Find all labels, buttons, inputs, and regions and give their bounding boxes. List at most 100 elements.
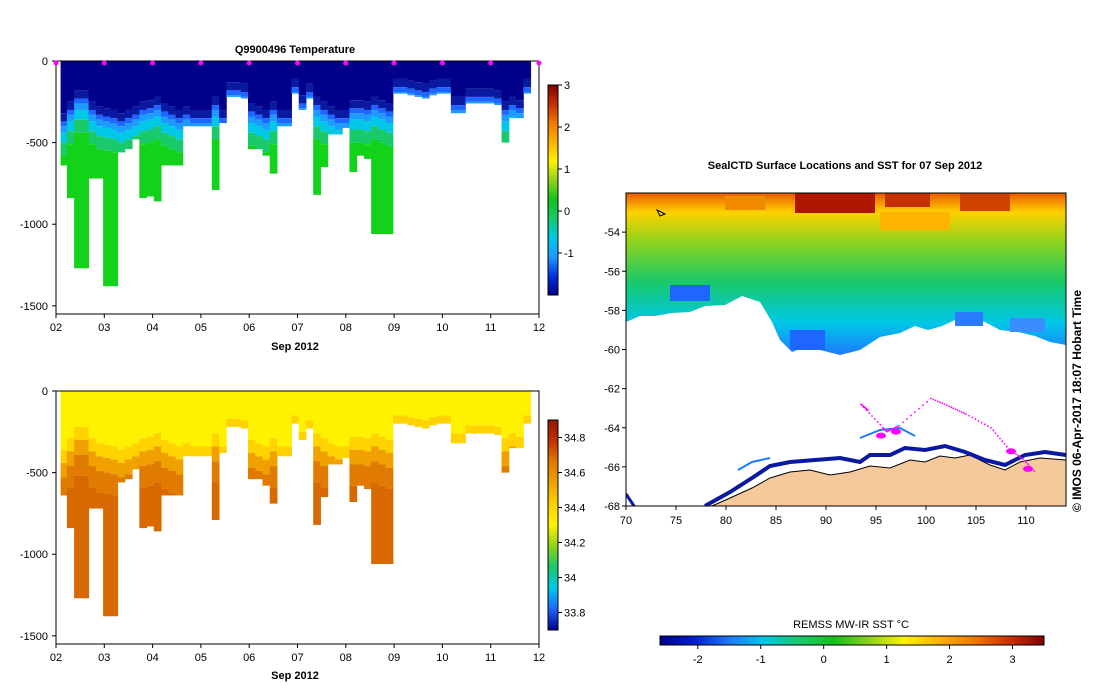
- temperature-profile-cell: [313, 139, 321, 195]
- map-lat-tick-label: -64: [604, 423, 620, 435]
- salinity-profile-cell: [81, 391, 90, 427]
- temperature-profile-cell: [407, 61, 416, 81]
- salinity-profile-cell: [211, 391, 220, 434]
- salinity-profile-cell: [139, 438, 148, 452]
- temperature-profile-cell: [240, 83, 249, 93]
- salinity-profile-cell: [313, 446, 321, 462]
- temperature-profile-cell: [313, 96, 321, 106]
- salinity-profile-cell: [211, 461, 220, 483]
- salinity-profile-cell: [436, 415, 445, 424]
- salinity-profile-cell: [146, 391, 155, 437]
- salinity-profile-cell: [103, 391, 111, 445]
- salinity-profile-cell: [103, 472, 111, 494]
- temperature-profile-cell: [313, 116, 321, 127]
- seal-track-point: [1005, 445, 1008, 448]
- profile-day-marker: [101, 60, 107, 66]
- temperature-profile-cell: [88, 144, 97, 179]
- salinity-profile-cell: [320, 438, 329, 452]
- temperature-profile-cell: [139, 144, 148, 199]
- colorbar-tick-label: 3: [564, 80, 570, 92]
- salinity-profile-cell: [501, 391, 510, 439]
- temperature-profile-cell: [182, 61, 191, 107]
- temperature-profile-cell: [88, 131, 97, 145]
- temperature-profile-cell: [392, 92, 401, 94]
- temperature-profile-cell: [305, 61, 314, 84]
- temperature-profile-cell: [117, 113, 126, 122]
- seal-track-point: [994, 432, 997, 435]
- colorbar-tick-label: 34.2: [564, 538, 585, 550]
- temperature-profile-cell: [139, 109, 148, 115]
- salinity-profile-cell: [421, 391, 430, 421]
- temperature-colorbar: 3 2 1 0 -1: [547, 80, 574, 296]
- temperature-profile-cell: [153, 139, 162, 202]
- seal-track-point: [950, 406, 953, 409]
- temperature-profile-cell: [240, 96, 249, 99]
- temperature-profile-cell: [429, 61, 437, 81]
- salinity-profile-cell: [132, 443, 140, 457]
- salinity-colorbar-bar: [547, 419, 559, 631]
- seal-track-point: [895, 426, 897, 429]
- temperature-profile-cell: [269, 114, 278, 122]
- temperature-profile-cell: [88, 109, 97, 115]
- temperature-profile-cell: [161, 61, 169, 104]
- salinity-colorbar-ticks: 34.8 34.6 34.4 34.2 34 33.8: [558, 433, 585, 620]
- salinity-x-tick-label: 02: [50, 652, 62, 664]
- temperature-profile-cell: [153, 126, 162, 140]
- salinity-profile-cell: [60, 462, 69, 478]
- temperature-profile-cell: [378, 142, 387, 235]
- salinity-profile-cell: [190, 446, 198, 457]
- temperature-profile-cell: [74, 109, 82, 120]
- temperature-profile-cell: [168, 106, 177, 115]
- salinity-profile-cell: [95, 456, 104, 471]
- temperature-profile-cell: [204, 118, 213, 124]
- temperature-profile-cell: [516, 108, 524, 114]
- salinity-profile-cell: [219, 391, 227, 447]
- temperature-profile-cell: [240, 92, 249, 97]
- temperature-profile-cell: [334, 118, 343, 124]
- temperature-profile-cell: [501, 101, 510, 110]
- temperature-profile-cell: [458, 61, 466, 97]
- temperature-profile-cell: [356, 119, 365, 130]
- salinity-profile-cell: [378, 391, 387, 437]
- salinity-profile-cell: [327, 391, 336, 444]
- temperature-profile-cell: [276, 123, 285, 127]
- salinity-profile-cell: [487, 425, 495, 434]
- temperature-profile-cell: [146, 108, 155, 114]
- salinity-profile-cell: [168, 470, 177, 493]
- salinity-x-axis-label: Sep 2012: [271, 670, 319, 682]
- salinity-profile-cell: [465, 391, 474, 426]
- salinity-profile-cell: [240, 391, 249, 421]
- salinity-profile-cell: [211, 482, 220, 520]
- temperature-profile-cell: [378, 119, 387, 130]
- seal-track-point: [914, 411, 916, 413]
- temperature-profile-cell: [487, 96, 495, 102]
- temperature-profile-cell: [269, 109, 278, 115]
- temperature-profile-cell: [378, 100, 387, 109]
- salinity-x-tick-label: 09: [388, 652, 400, 664]
- salinity-profile-cell: [284, 446, 292, 457]
- temperature-profile-cell: [95, 61, 104, 107]
- seal-track-point: [945, 404, 948, 407]
- temperature-profile-cell: [494, 61, 503, 91]
- temperature-profile-cell: [262, 61, 271, 110]
- salinity-x-tick-label: 06: [243, 652, 255, 664]
- temperature-profile-cell: [95, 119, 104, 127]
- map-lon-tick-label: 100: [917, 515, 935, 527]
- temperature-profile-cell: [342, 109, 350, 119]
- temperature-profile-cell: [247, 132, 256, 146]
- map-arrow-icon: [655, 208, 667, 217]
- temperature-profile-cell: [124, 123, 133, 130]
- salinity-profile-cell: [334, 391, 343, 447]
- temperature-profile-cell: [421, 96, 430, 99]
- temperature-profile-cell: [516, 61, 524, 101]
- seal-track-point: [986, 425, 989, 427]
- temperature-profile-cell: [124, 118, 133, 124]
- salinity-profile-cell: [407, 417, 416, 426]
- seal-track-point: [956, 409, 959, 412]
- seal-track-point: [1023, 459, 1026, 462]
- temperature-profile-cell: [378, 113, 387, 120]
- salinity-profile-cell: [168, 492, 177, 496]
- salinity-profile-cell: [313, 461, 321, 483]
- sst-colorbar-label: REMSS MW-IR SST °C: [793, 619, 909, 631]
- temperature-profile-cell: [327, 119, 336, 127]
